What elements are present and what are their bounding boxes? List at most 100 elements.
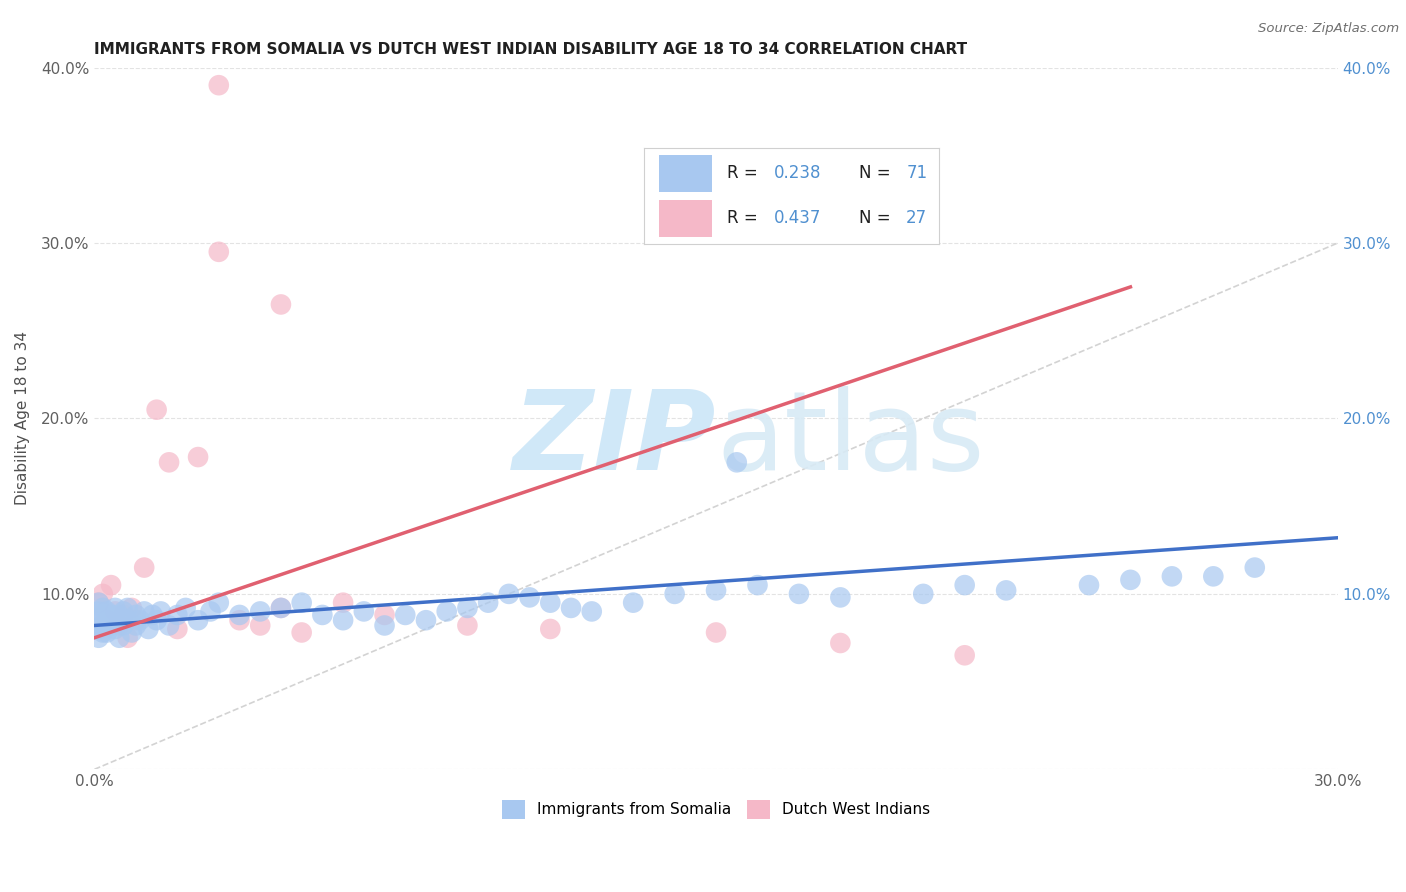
Text: atlas: atlas <box>716 386 984 493</box>
Point <box>117 631 139 645</box>
Bar <box>659 155 711 192</box>
Point <box>415 613 437 627</box>
Legend: Immigrants from Somalia, Dutch West Indians: Immigrants from Somalia, Dutch West Indi… <box>496 794 936 825</box>
Point <box>87 596 110 610</box>
Text: ZIP: ZIP <box>513 386 716 493</box>
Bar <box>659 200 711 236</box>
Point <box>208 244 231 259</box>
Point <box>538 622 561 636</box>
Point <box>270 601 292 615</box>
Point <box>249 618 271 632</box>
Point <box>291 625 314 640</box>
Text: R =: R = <box>727 210 762 227</box>
Point <box>112 604 135 618</box>
Point <box>96 604 118 618</box>
Point <box>104 604 127 618</box>
Point <box>96 625 118 640</box>
Point <box>96 613 118 627</box>
Point <box>664 587 686 601</box>
Text: Source: ZipAtlas.com: Source: ZipAtlas.com <box>1258 22 1399 36</box>
Point <box>112 607 135 622</box>
Point <box>87 596 110 610</box>
Point <box>228 607 250 622</box>
Point <box>157 618 180 632</box>
Point <box>121 625 143 640</box>
Text: IMMIGRANTS FROM SOMALIA VS DUTCH WEST INDIAN DISABILITY AGE 18 TO 34 CORRELATION: IMMIGRANTS FROM SOMALIA VS DUTCH WEST IN… <box>94 42 967 57</box>
Y-axis label: Disability Age 18 to 34: Disability Age 18 to 34 <box>15 332 30 506</box>
Point <box>374 607 396 622</box>
Point <box>100 578 122 592</box>
Point <box>332 596 354 610</box>
Point <box>157 455 180 469</box>
Text: 0.238: 0.238 <box>773 164 821 182</box>
Point <box>291 596 314 610</box>
Text: 71: 71 <box>905 164 928 182</box>
Point <box>704 625 727 640</box>
Point <box>747 578 769 592</box>
Point <box>787 587 810 601</box>
Point <box>125 607 148 622</box>
Point <box>129 613 152 627</box>
Point <box>91 618 114 632</box>
Point <box>166 622 188 636</box>
Point <box>117 613 139 627</box>
Point <box>477 596 499 610</box>
Point <box>228 613 250 627</box>
Point <box>270 297 292 311</box>
Point <box>108 607 131 622</box>
Point <box>456 618 478 632</box>
Point <box>87 613 110 627</box>
Point <box>953 578 976 592</box>
Point <box>1202 569 1225 583</box>
Point <box>125 613 148 627</box>
Point <box>394 607 416 622</box>
Point <box>100 607 122 622</box>
Point <box>166 607 188 622</box>
Point <box>121 601 143 615</box>
Point <box>174 601 197 615</box>
Point <box>538 596 561 610</box>
Point <box>91 601 114 615</box>
Text: 0.437: 0.437 <box>773 210 821 227</box>
Point <box>187 450 209 464</box>
Point <box>100 618 122 632</box>
Point <box>208 596 231 610</box>
Point <box>200 604 222 618</box>
Point <box>145 613 167 627</box>
Point <box>581 604 603 618</box>
Point <box>138 622 160 636</box>
Point <box>704 583 727 598</box>
Point <box>104 622 127 636</box>
Text: N =: N = <box>859 210 896 227</box>
Point <box>374 618 396 632</box>
Point <box>112 618 135 632</box>
Text: N =: N = <box>859 164 896 182</box>
Text: 27: 27 <box>905 210 928 227</box>
Point <box>96 613 118 627</box>
Point <box>560 601 582 615</box>
Point <box>108 631 131 645</box>
Point <box>108 618 131 632</box>
Point <box>498 587 520 601</box>
Point <box>830 636 852 650</box>
Point <box>187 613 209 627</box>
Point <box>1160 569 1182 583</box>
Point <box>1243 560 1265 574</box>
Point <box>117 601 139 615</box>
Point <box>311 607 333 622</box>
Point <box>104 601 127 615</box>
Point <box>87 622 110 636</box>
Point <box>912 587 935 601</box>
Point <box>953 648 976 663</box>
Point <box>519 591 541 605</box>
Point <box>208 78 231 93</box>
Point <box>104 613 127 627</box>
Point <box>332 613 354 627</box>
Point <box>249 604 271 618</box>
Text: R =: R = <box>727 164 762 182</box>
Point <box>270 601 292 615</box>
Point <box>134 560 156 574</box>
Point <box>91 625 114 640</box>
Point <box>1078 578 1101 592</box>
Point <box>91 607 114 622</box>
